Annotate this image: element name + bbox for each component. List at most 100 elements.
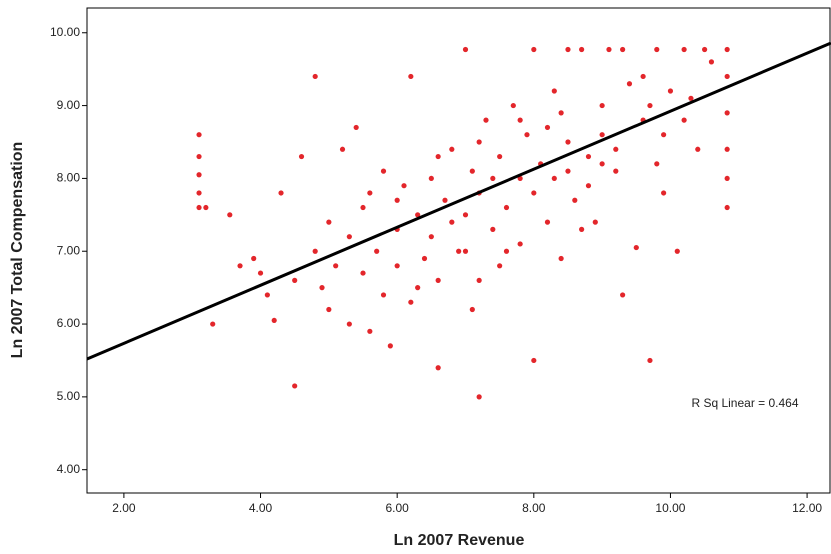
point [469,306,475,313]
point [565,139,571,145]
point [674,248,680,254]
point [271,317,277,324]
point [469,168,475,174]
x-tick-label: 6.00 [385,501,409,515]
point [724,146,730,152]
y-tick-label: 6.00 [57,316,81,330]
point [599,161,605,167]
point [544,124,551,131]
point [531,190,537,196]
point [551,175,557,182]
point [394,263,400,269]
point [681,46,687,53]
point [531,357,537,364]
point [661,190,667,196]
point [724,110,730,116]
point [210,321,216,327]
point [497,263,503,269]
point [647,102,653,109]
point [572,197,578,203]
point [544,219,551,225]
point [503,248,510,254]
point [339,146,346,152]
point [353,124,359,131]
point [408,73,414,80]
x-tick-label: 10.00 [655,501,685,515]
point [196,153,202,160]
x-tick-label: 8.00 [522,501,546,515]
point [585,183,592,189]
point [724,175,730,182]
point [298,153,305,160]
point [257,270,264,276]
point [387,343,393,349]
point [579,46,585,53]
annotation: R Sq Linear = 0.464 [691,396,798,410]
point [708,59,715,65]
point [449,219,455,225]
point [449,146,455,152]
point [360,204,366,211]
point [517,241,523,247]
y-tick-label: 9.00 [57,98,81,112]
point [558,110,564,116]
point [278,190,284,196]
point [633,244,639,251]
point [517,117,523,123]
point [292,277,298,283]
point [724,46,730,53]
point [592,219,598,225]
point [401,183,407,189]
point [312,248,318,254]
point [565,46,571,53]
point [640,73,646,80]
point [435,277,441,283]
point [394,197,400,203]
x-tick-label: 4.00 [249,501,273,515]
point [312,73,318,80]
point [681,117,687,123]
point [428,175,434,182]
point [613,146,619,152]
point [333,263,339,269]
y-tick-label: 7.00 [57,243,81,257]
point [435,365,441,371]
point [346,234,352,240]
y-tick-label: 10.00 [50,25,80,39]
point [654,161,660,167]
point [688,95,694,101]
point [462,46,469,53]
point [585,153,592,160]
point [264,292,270,298]
point [196,190,202,196]
x-tick-label: 2.00 [112,501,136,515]
point [531,46,537,53]
point [421,255,428,262]
point [551,88,557,94]
point [599,132,605,138]
fit-line [86,41,831,361]
point [196,132,202,138]
point [620,46,626,53]
point [462,248,469,254]
point [435,153,441,160]
point [415,212,421,218]
point [237,263,243,269]
point [524,132,530,138]
point [497,153,503,160]
point [251,255,257,262]
point [476,277,482,283]
y-tick-label: 4.00 [57,462,81,476]
point [483,117,489,123]
y-axis-title: Ln 2007 Total Compensation [9,142,26,359]
point [367,190,373,196]
point [599,102,605,109]
point [442,197,448,203]
point [476,394,482,400]
point [613,168,619,174]
point [695,146,701,152]
y-tick-label: 8.00 [57,171,81,185]
point [724,204,730,211]
point [408,299,414,305]
x-tick-label: 12.00 [792,501,822,515]
